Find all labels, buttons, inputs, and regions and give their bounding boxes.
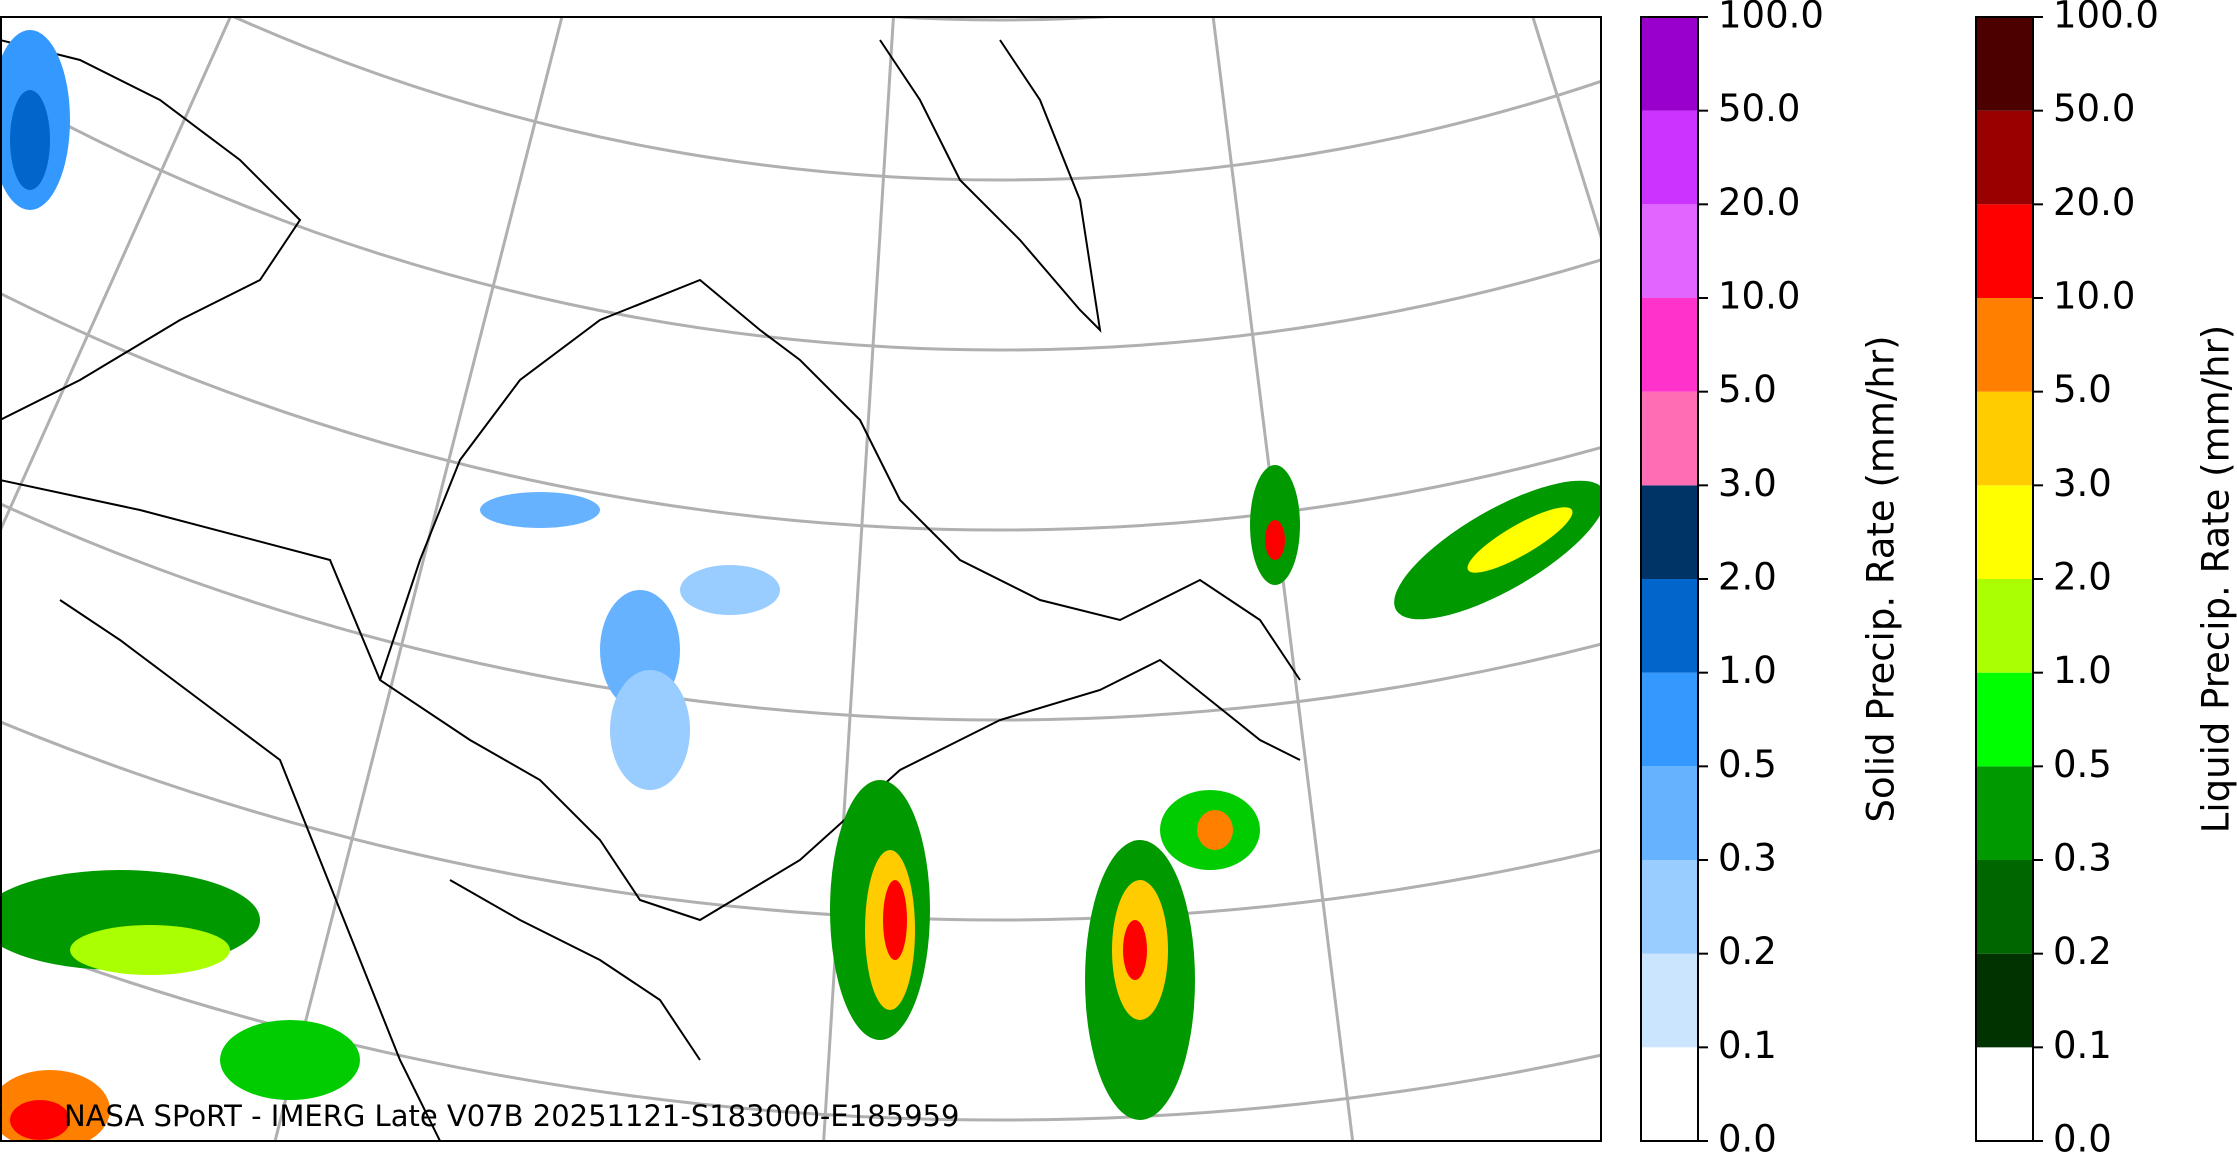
colorbar-segment xyxy=(1641,17,1698,111)
colorbar-segment xyxy=(1641,110,1698,205)
colorbar-segment xyxy=(1976,204,2033,298)
colorbar-tick-label: 0.1 xyxy=(1718,1024,1777,1067)
colorbar-segment xyxy=(1976,953,2033,1048)
colorbar-segment xyxy=(1976,860,2033,954)
colorbar-tick-label: 100.0 xyxy=(1718,0,1824,37)
colorbar-segment xyxy=(1976,672,2033,767)
colorbar-segment xyxy=(1641,204,1698,298)
colorbar-segment xyxy=(1641,1047,1698,1141)
colorbar-tick-label: 1.0 xyxy=(1718,649,1777,692)
colorbar-segment xyxy=(1641,391,1698,486)
colorbar-segment xyxy=(1976,1047,2033,1141)
colorbar-tick-label: 20.0 xyxy=(1718,181,1800,224)
colorbar-tick-label: 0.5 xyxy=(1718,743,1777,786)
colorbar-segment xyxy=(1641,485,1698,579)
colorbar-tick-label: 50.0 xyxy=(1718,87,1800,130)
colorbar-tick-label: 1.0 xyxy=(2053,649,2112,692)
colorbar-segment xyxy=(1641,298,1698,392)
colorbar-tick-label: 0.2 xyxy=(2053,930,2112,973)
colorbar-segment xyxy=(1641,953,1698,1048)
colorbar-segment xyxy=(1976,391,2033,486)
map-frame xyxy=(0,16,1602,1142)
colorbar-tick-label: 3.0 xyxy=(2053,462,2112,505)
colorbar-tick-label: 10.0 xyxy=(2053,275,2135,318)
colorbar-segment xyxy=(1641,672,1698,767)
colorbar-tick-label: 0.3 xyxy=(1718,837,1777,880)
colorbar-segment xyxy=(1976,298,2033,392)
colorbar-segment xyxy=(1976,766,2033,860)
colorbar-tick-label: 0.1 xyxy=(2053,1024,2112,1067)
colorbar-segment xyxy=(1976,110,2033,205)
colorbar-tick-label: 5.0 xyxy=(2053,368,2112,411)
colorbar-label: Solid Precip. Rate (mm/hr) xyxy=(1860,335,1903,822)
colorbar-tick-label: 10.0 xyxy=(1718,275,1800,318)
colorbar-segment xyxy=(1976,17,2033,111)
colorbar-segment xyxy=(1641,860,1698,954)
colorbar-tick-label: 20.0 xyxy=(2053,181,2135,224)
colorbar-tick-label: 3.0 xyxy=(1718,462,1777,505)
colorbar-tick-label: 50.0 xyxy=(2053,87,2135,130)
coastline xyxy=(1,39,1301,1141)
colorbar-tick-label: 2.0 xyxy=(2053,556,2112,599)
colorbar-label: Liquid Precip. Rate (mm/hr) xyxy=(2195,325,2237,834)
colorbar-segment xyxy=(1641,766,1698,860)
colorbar-tick-label: 0.2 xyxy=(1718,930,1777,973)
colorbar-tick-label: 0.0 xyxy=(1718,1118,1777,1161)
rain-precip xyxy=(1,465,1601,1141)
colorbar-tick-label: 0.3 xyxy=(2053,837,2112,880)
colorbar-segment xyxy=(1641,579,1698,673)
colorbar-segment xyxy=(1976,579,2033,673)
colorbar-tick-label: 2.0 xyxy=(1718,556,1777,599)
colorbar-segment xyxy=(1976,485,2033,579)
caption: NASA SPoRT - IMERG Late V07B 20251121-S1… xyxy=(64,1099,959,1133)
colorbar-tick-label: 100.0 xyxy=(2053,0,2159,37)
colorbar-tick-label: 0.0 xyxy=(2053,1118,2112,1161)
snow-precip xyxy=(1,30,780,790)
colorbar-tick-label: 0.5 xyxy=(2053,743,2112,786)
colorbar-tick-label: 5.0 xyxy=(1718,368,1777,411)
